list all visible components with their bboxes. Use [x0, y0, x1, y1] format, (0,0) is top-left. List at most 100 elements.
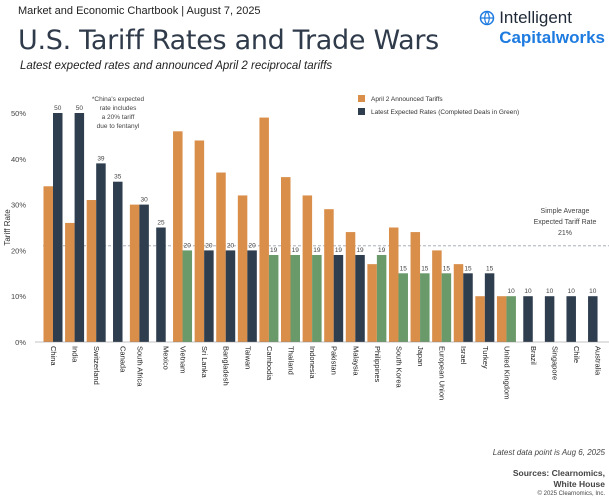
expected-bar [355, 254, 365, 342]
category-label: South Africa [135, 346, 144, 387]
announced-bar [324, 209, 334, 342]
expected-bar [290, 254, 301, 342]
legend-label: April 2 Announced Tariffs [371, 96, 443, 103]
category-label: Chile [572, 346, 581, 363]
announced-bar [129, 204, 140, 342]
category-label: European Union [438, 346, 447, 400]
announced-bar [367, 264, 377, 342]
bar-value-label: 35 [114, 174, 122, 181]
category-label: India [71, 346, 80, 363]
bar-value-label: 50 [54, 105, 62, 112]
expected-bar [484, 273, 495, 342]
announced-bar [410, 232, 421, 342]
bar-value-label: 15 [400, 265, 408, 272]
bar-value-label: 10 [508, 288, 516, 295]
bar-value-label: 20 [227, 242, 235, 249]
bar-value-label: 19 [378, 247, 386, 254]
bar-value-label: 15 [443, 265, 451, 272]
legend-label: Latest Expected Rates (Completed Deals i… [371, 109, 519, 116]
bar-value-label: 25 [157, 220, 165, 227]
announced-bar [496, 296, 507, 342]
bar-value-label: 15 [486, 265, 494, 272]
average-label: Expected Tariff Rate [534, 219, 597, 226]
legend-swatch [358, 108, 365, 115]
expected-bar [312, 254, 322, 342]
category-label: Turkey [481, 346, 490, 369]
category-label: Israel [459, 346, 468, 365]
bar-value-label: 10 [589, 288, 597, 295]
sources-line-2: White House [553, 479, 605, 489]
category-label: Japan [416, 346, 425, 366]
expected-bar [53, 113, 63, 342]
announced-bar [388, 227, 399, 342]
category-label: United Kingdom [502, 346, 511, 399]
y-tick-label: 30% [11, 201, 26, 210]
expected-bar [225, 250, 236, 342]
category-label: China [49, 346, 58, 366]
average-label: 21% [558, 230, 572, 237]
announced-bar [216, 172, 226, 342]
y-axis-label: Tariff Rate [3, 209, 12, 246]
expected-bar [268, 254, 279, 342]
category-label: Brazil [529, 346, 538, 365]
category-label: Bangladesh [222, 346, 231, 386]
logo-line-1: Intelligent [499, 8, 572, 27]
y-tick-label: 50% [11, 109, 26, 118]
announced-bar [453, 264, 464, 342]
announced-bar [173, 131, 183, 342]
bar-value-label: 20 [248, 242, 256, 249]
expected-bar [523, 296, 533, 342]
expected-bar [441, 273, 452, 342]
bar-value-label: 19 [335, 247, 343, 254]
bar-value-label: 15 [464, 265, 472, 272]
category-label: Cambodia [265, 346, 274, 381]
china-footnote: due to fentanyl [97, 123, 140, 130]
expected-bar [544, 296, 555, 342]
category-label: South Korea [394, 346, 403, 389]
brand-logo: Intelligent Capitalworks [479, 8, 605, 48]
announced-bar [302, 195, 313, 342]
category-label: Malaysia [351, 346, 360, 376]
category-label: Sri Lanka [200, 346, 209, 379]
bar-value-label: 30 [141, 197, 149, 204]
expected-bar [74, 113, 85, 342]
bar-value-label: 10 [524, 288, 532, 295]
expected-bar [398, 273, 408, 342]
expected-bar [420, 273, 430, 342]
expected-bar [204, 250, 214, 342]
announced-bar [65, 222, 75, 342]
bar-value-label: 20 [184, 242, 192, 249]
average-label: Simple Average [541, 208, 590, 215]
bar-value-label: 19 [356, 247, 364, 254]
category-label: Thailand [287, 346, 296, 375]
announced-bar [237, 195, 248, 342]
category-label: Taiwan [243, 346, 252, 369]
tariff-bar-chart: Tariff Rate 0% 10% 20% 30% 40% 50% Simple Avera… [3, 95, 609, 400]
expected-bar [156, 227, 166, 342]
bar-value-label: 19 [313, 247, 321, 254]
legend-swatch [358, 95, 365, 102]
china-footnote: a 20% tariff [102, 114, 135, 121]
latest-data-note: Latest data point is Aug 6, 2025 [492, 448, 605, 457]
expected-bar [96, 163, 106, 342]
bar-value-label: 39 [97, 155, 105, 162]
chartbook-kicker: Market and Economic Chartbook | August 7… [18, 5, 261, 17]
category-label: Switzerland [92, 346, 101, 385]
announced-bar [194, 140, 205, 342]
bar-value-label: 10 [568, 288, 576, 295]
category-label: Indonesia [308, 346, 317, 379]
category-label: Canada [119, 346, 128, 373]
expected-bar [506, 296, 516, 342]
chart-title: U.S. Tariff Rates and Trade Wars [18, 25, 439, 56]
bar-value-label: 10 [546, 288, 554, 295]
sources-line-1: Sources: Clearnomics, [512, 468, 605, 478]
announced-bar [259, 117, 269, 342]
china-footnote: *China's expected [92, 96, 145, 103]
expected-bar [566, 296, 576, 342]
expected-bar [247, 250, 257, 342]
y-tick-label: 20% [11, 246, 26, 255]
bar-value-label: 19 [270, 247, 278, 254]
category-label: Vietnam [179, 346, 188, 373]
expected-bar [333, 254, 344, 342]
bar-value-label: 20 [205, 242, 213, 249]
